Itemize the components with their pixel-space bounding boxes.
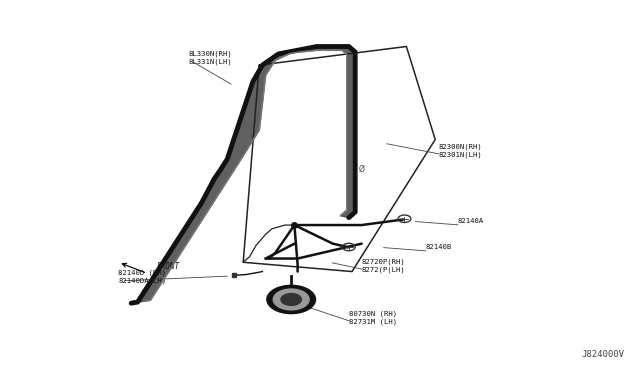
Text: 82140A: 82140A (458, 218, 484, 224)
Text: 80730N (RH)
82731M (LH): 80730N (RH) 82731M (LH) (349, 311, 397, 325)
Text: J824000V: J824000V (581, 350, 624, 359)
Circle shape (273, 289, 309, 310)
Text: Ø: Ø (358, 165, 365, 174)
Text: FRONT: FRONT (157, 262, 180, 271)
Text: 8L330N(RH)
8L331N(LH): 8L330N(RH) 8L331N(LH) (189, 51, 232, 65)
Text: 82300N(RH)
82301N(LH): 82300N(RH) 82301N(LH) (438, 144, 482, 158)
Text: 82720P(RH)
8272(P(LH): 82720P(RH) 8272(P(LH) (362, 259, 405, 273)
Circle shape (281, 294, 301, 305)
Text: 82140B: 82140B (426, 244, 452, 250)
Text: 82140D (RH)
82140DA(LH): 82140D (RH) 82140DA(LH) (118, 270, 166, 284)
Circle shape (267, 285, 316, 314)
Polygon shape (131, 46, 355, 303)
